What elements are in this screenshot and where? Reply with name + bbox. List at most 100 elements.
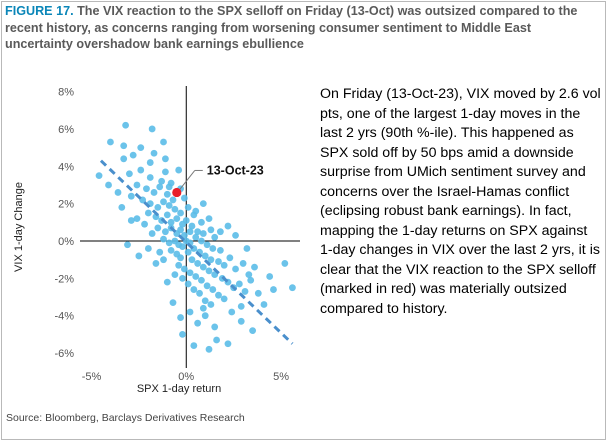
data-point — [152, 260, 160, 267]
data-point — [171, 205, 179, 213]
data-point — [205, 267, 213, 275]
data-point — [281, 260, 289, 267]
data-point — [177, 226, 184, 234]
data-point — [188, 222, 196, 230]
data-point — [205, 345, 213, 353]
annotation-leader — [179, 170, 196, 190]
data-point — [186, 269, 194, 277]
highlight-point — [172, 187, 182, 198]
y-tick-label: 4% — [58, 161, 74, 173]
data-point — [192, 207, 200, 215]
data-point — [241, 288, 249, 295]
data-point — [154, 203, 162, 211]
data-point — [203, 282, 211, 290]
data-point — [163, 211, 171, 219]
data-point — [146, 159, 154, 166]
data-point — [146, 174, 154, 181]
data-point — [198, 276, 205, 284]
y-tick-label: 8% — [58, 87, 74, 99]
data-point — [160, 235, 167, 243]
data-point — [209, 245, 217, 252]
data-point — [107, 138, 114, 146]
data-point — [220, 261, 228, 269]
data-point — [171, 271, 179, 279]
data-point — [201, 312, 209, 320]
data-point — [199, 263, 207, 271]
data-point — [122, 121, 129, 129]
data-point — [254, 289, 262, 297]
data-point — [129, 151, 137, 159]
y-tick-label: 6% — [58, 124, 74, 136]
data-point — [127, 217, 135, 224]
data-point — [154, 224, 162, 232]
data-point — [143, 185, 150, 193]
data-point — [188, 256, 196, 264]
data-point — [247, 276, 255, 284]
data-point — [169, 196, 177, 204]
data-point — [199, 200, 207, 208]
data-point — [190, 286, 198, 293]
data-point — [207, 301, 215, 308]
x-tick-label: 5% — [273, 371, 289, 383]
data-point — [216, 228, 224, 236]
data-point — [237, 317, 245, 325]
source-note: Source: Bloomberg, Barclays Derivatives … — [6, 412, 245, 424]
data-point — [125, 170, 133, 178]
y-tick-label: 2% — [58, 199, 74, 211]
data-point — [251, 263, 258, 271]
data-point — [114, 189, 122, 196]
data-point — [156, 183, 164, 191]
data-point — [184, 248, 192, 256]
data-point — [120, 142, 128, 150]
data-point — [137, 144, 145, 152]
data-point — [160, 198, 167, 206]
commentary-text: On Friday (13-Oct-23), VIX moved by 2.6 … — [320, 86, 601, 317]
data-point — [184, 280, 192, 288]
data-point — [196, 289, 203, 297]
x-axis-title: SPX 1-day return — [137, 383, 221, 395]
data-point — [215, 258, 222, 265]
data-point — [226, 254, 234, 262]
data-point — [133, 181, 141, 189]
data-point — [215, 291, 222, 299]
data-point — [194, 228, 202, 236]
data-point — [237, 302, 245, 310]
data-point — [167, 246, 175, 254]
data-point — [186, 308, 194, 316]
data-point — [177, 254, 184, 262]
data-point — [239, 260, 247, 267]
data-point — [228, 308, 236, 316]
data-point — [158, 177, 166, 185]
data-point — [165, 183, 173, 191]
data-point — [199, 230, 207, 237]
data-point — [133, 215, 141, 222]
data-point — [162, 155, 169, 163]
data-point — [203, 241, 211, 249]
data-point — [127, 192, 135, 200]
x-tick-label: 0% — [178, 371, 194, 383]
data-point — [124, 241, 131, 249]
data-point — [144, 209, 152, 217]
data-point — [249, 327, 257, 335]
data-point — [156, 248, 164, 256]
data-point — [167, 218, 175, 226]
data-point — [186, 228, 194, 236]
data-point — [165, 239, 173, 247]
data-point — [160, 138, 167, 146]
data-point — [169, 299, 177, 307]
data-point — [148, 125, 156, 133]
data-point — [289, 284, 296, 292]
data-point — [118, 203, 126, 211]
figure-title: FIGURE 17. The VIX reaction to the SPX s… — [5, 3, 601, 53]
data-point — [198, 218, 205, 226]
data-point — [162, 228, 169, 236]
data-point — [213, 336, 220, 344]
data-point — [260, 301, 268, 308]
figure-title-text: The VIX reaction to the SPX selloff on F… — [5, 4, 578, 51]
data-point — [209, 286, 217, 293]
data-point — [182, 217, 190, 224]
data-point — [266, 273, 274, 280]
data-point — [232, 265, 239, 273]
